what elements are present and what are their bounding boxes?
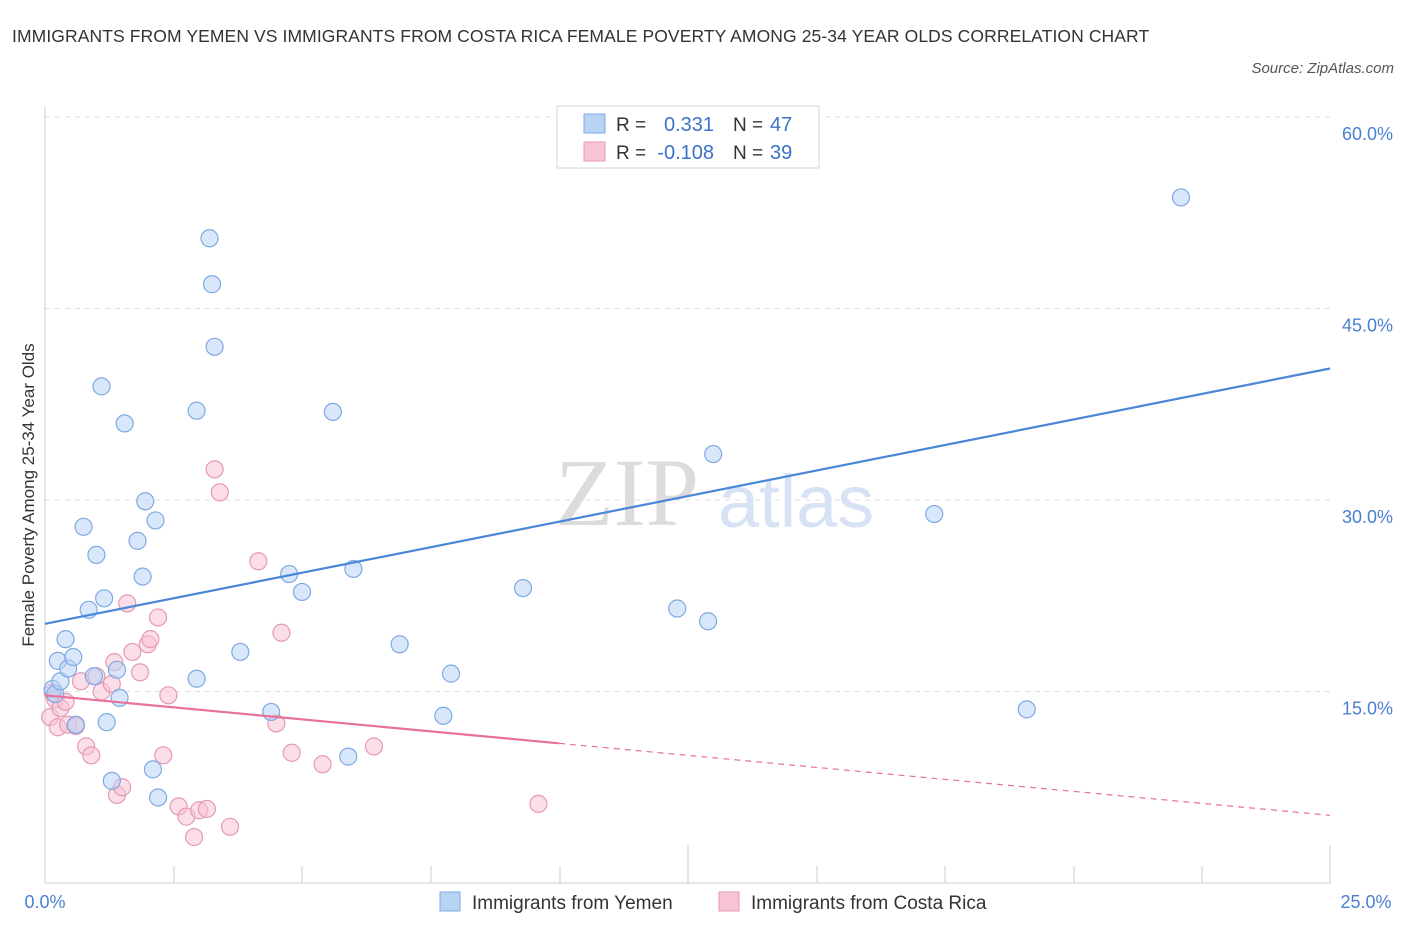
chart-title: IMMIGRANTS FROM YEMEN VS IMMIGRANTS FROM… <box>12 26 1150 46</box>
point-yemen <box>187 669 206 688</box>
point-yemen <box>231 642 250 662</box>
point-yemen <box>92 377 111 396</box>
legend-n-label-yemen: N = <box>733 115 763 136</box>
point-yemen <box>107 660 127 679</box>
point-yemen <box>698 612 718 631</box>
point-yemen <box>64 647 83 667</box>
point-yemen <box>202 275 222 294</box>
point-yemen <box>323 402 342 422</box>
bottom-legend-label-yemen: Immigrants from Yemen <box>472 893 673 914</box>
point-yemen <box>95 589 114 608</box>
point-costa-rica <box>282 743 301 762</box>
point-costa-rica <box>154 746 173 765</box>
point-costa-rica <box>364 737 384 756</box>
point-costa-rica <box>249 552 268 571</box>
point-costa-rica <box>159 686 178 705</box>
point-costa-rica <box>529 794 548 813</box>
point-costa-rica <box>148 608 168 627</box>
point-costa-rica <box>82 746 101 765</box>
trend-line-costa-rica <box>44 694 560 745</box>
legend-r-value-costa-rica: -0.108 <box>657 142 714 164</box>
source-label: Source: ZipAtlas.com <box>1251 60 1394 77</box>
point-yemen <box>339 747 358 766</box>
point-yemen <box>87 545 106 564</box>
legend-swatch-yemen <box>583 113 606 134</box>
legend-r-label-yemen: R = <box>616 115 646 136</box>
trend-line-yemen <box>44 367 1331 625</box>
point-yemen <box>146 511 165 530</box>
point-yemen <box>143 760 163 779</box>
grid-lines <box>45 116 1330 692</box>
point-yemen <box>390 635 409 654</box>
trend-lines <box>44 367 1331 816</box>
legend-n-label-costa-rica: N = <box>733 143 763 164</box>
point-yemen <box>1017 700 1036 719</box>
data-points <box>41 188 1191 847</box>
point-costa-rica <box>220 817 240 836</box>
point-yemen <box>925 504 944 524</box>
point-yemen <box>441 664 461 683</box>
point-yemen <box>205 337 224 356</box>
bottom-legend-swatch-costa-rica <box>718 891 740 912</box>
point-yemen <box>136 492 155 511</box>
point-yemen <box>668 599 687 618</box>
point-yemen <box>187 401 206 420</box>
y-axis-label: Female Poverty Among 25-34 Year Olds <box>19 343 38 646</box>
y-axis-tick-labels: 15.0% 30.0% 45.0% 60.0% <box>1342 124 1393 719</box>
point-costa-rica <box>313 755 332 774</box>
y-tick-label: 45.0% <box>1342 316 1393 336</box>
point-yemen <box>115 414 134 433</box>
bottom-legend-label-costa-rica: Immigrants from Costa Rica <box>751 893 987 914</box>
point-yemen <box>704 444 723 464</box>
x-tick-label-min: 0.0% <box>24 892 65 912</box>
point-costa-rica <box>123 642 142 662</box>
point-yemen <box>1171 188 1191 207</box>
bottom-legend-swatch-yemen <box>439 891 461 912</box>
point-yemen <box>513 578 533 598</box>
point-yemen <box>133 567 152 586</box>
correlation-legend: R = 0.331 N = 47 R = -0.108 N = 39 <box>556 105 820 169</box>
point-costa-rica <box>184 827 204 847</box>
watermark-atlas: atlas <box>718 460 874 543</box>
point-yemen <box>74 517 93 536</box>
point-costa-rica <box>130 663 150 682</box>
series-legend: Immigrants from Yemen Immigrants from Co… <box>439 891 987 914</box>
y-tick-label: 60.0% <box>1342 124 1393 144</box>
x-tick-label-max: 25.0% <box>1340 892 1391 912</box>
point-yemen <box>56 630 75 649</box>
y-tick-label: 30.0% <box>1342 507 1393 527</box>
legend-swatch-costa-rica <box>583 141 606 162</box>
legend-n-value-costa-rica: 39 <box>770 142 792 164</box>
x-axis-ticks <box>173 845 1331 883</box>
point-yemen <box>84 667 103 686</box>
point-costa-rica <box>141 630 160 649</box>
watermark-zip: ZIP <box>555 439 699 546</box>
y-tick-label: 15.0% <box>1342 699 1393 719</box>
point-costa-rica <box>205 460 224 479</box>
point-costa-rica <box>272 623 291 642</box>
point-yemen <box>148 788 168 807</box>
point-yemen <box>97 713 116 732</box>
legend-r-label-costa-rica: R = <box>616 143 646 164</box>
legend-n-value-yemen: 47 <box>770 114 792 136</box>
point-yemen <box>102 771 121 790</box>
point-yemen <box>292 582 312 602</box>
point-costa-rica <box>197 799 217 819</box>
point-yemen <box>66 715 85 734</box>
point-yemen <box>344 559 363 579</box>
point-yemen <box>128 531 147 550</box>
point-yemen <box>200 229 219 248</box>
point-costa-rica <box>210 483 229 502</box>
point-yemen <box>434 706 453 725</box>
trend-line-costa-rica-extension <box>558 742 1331 816</box>
legend-r-value-yemen: 0.331 <box>664 114 714 136</box>
